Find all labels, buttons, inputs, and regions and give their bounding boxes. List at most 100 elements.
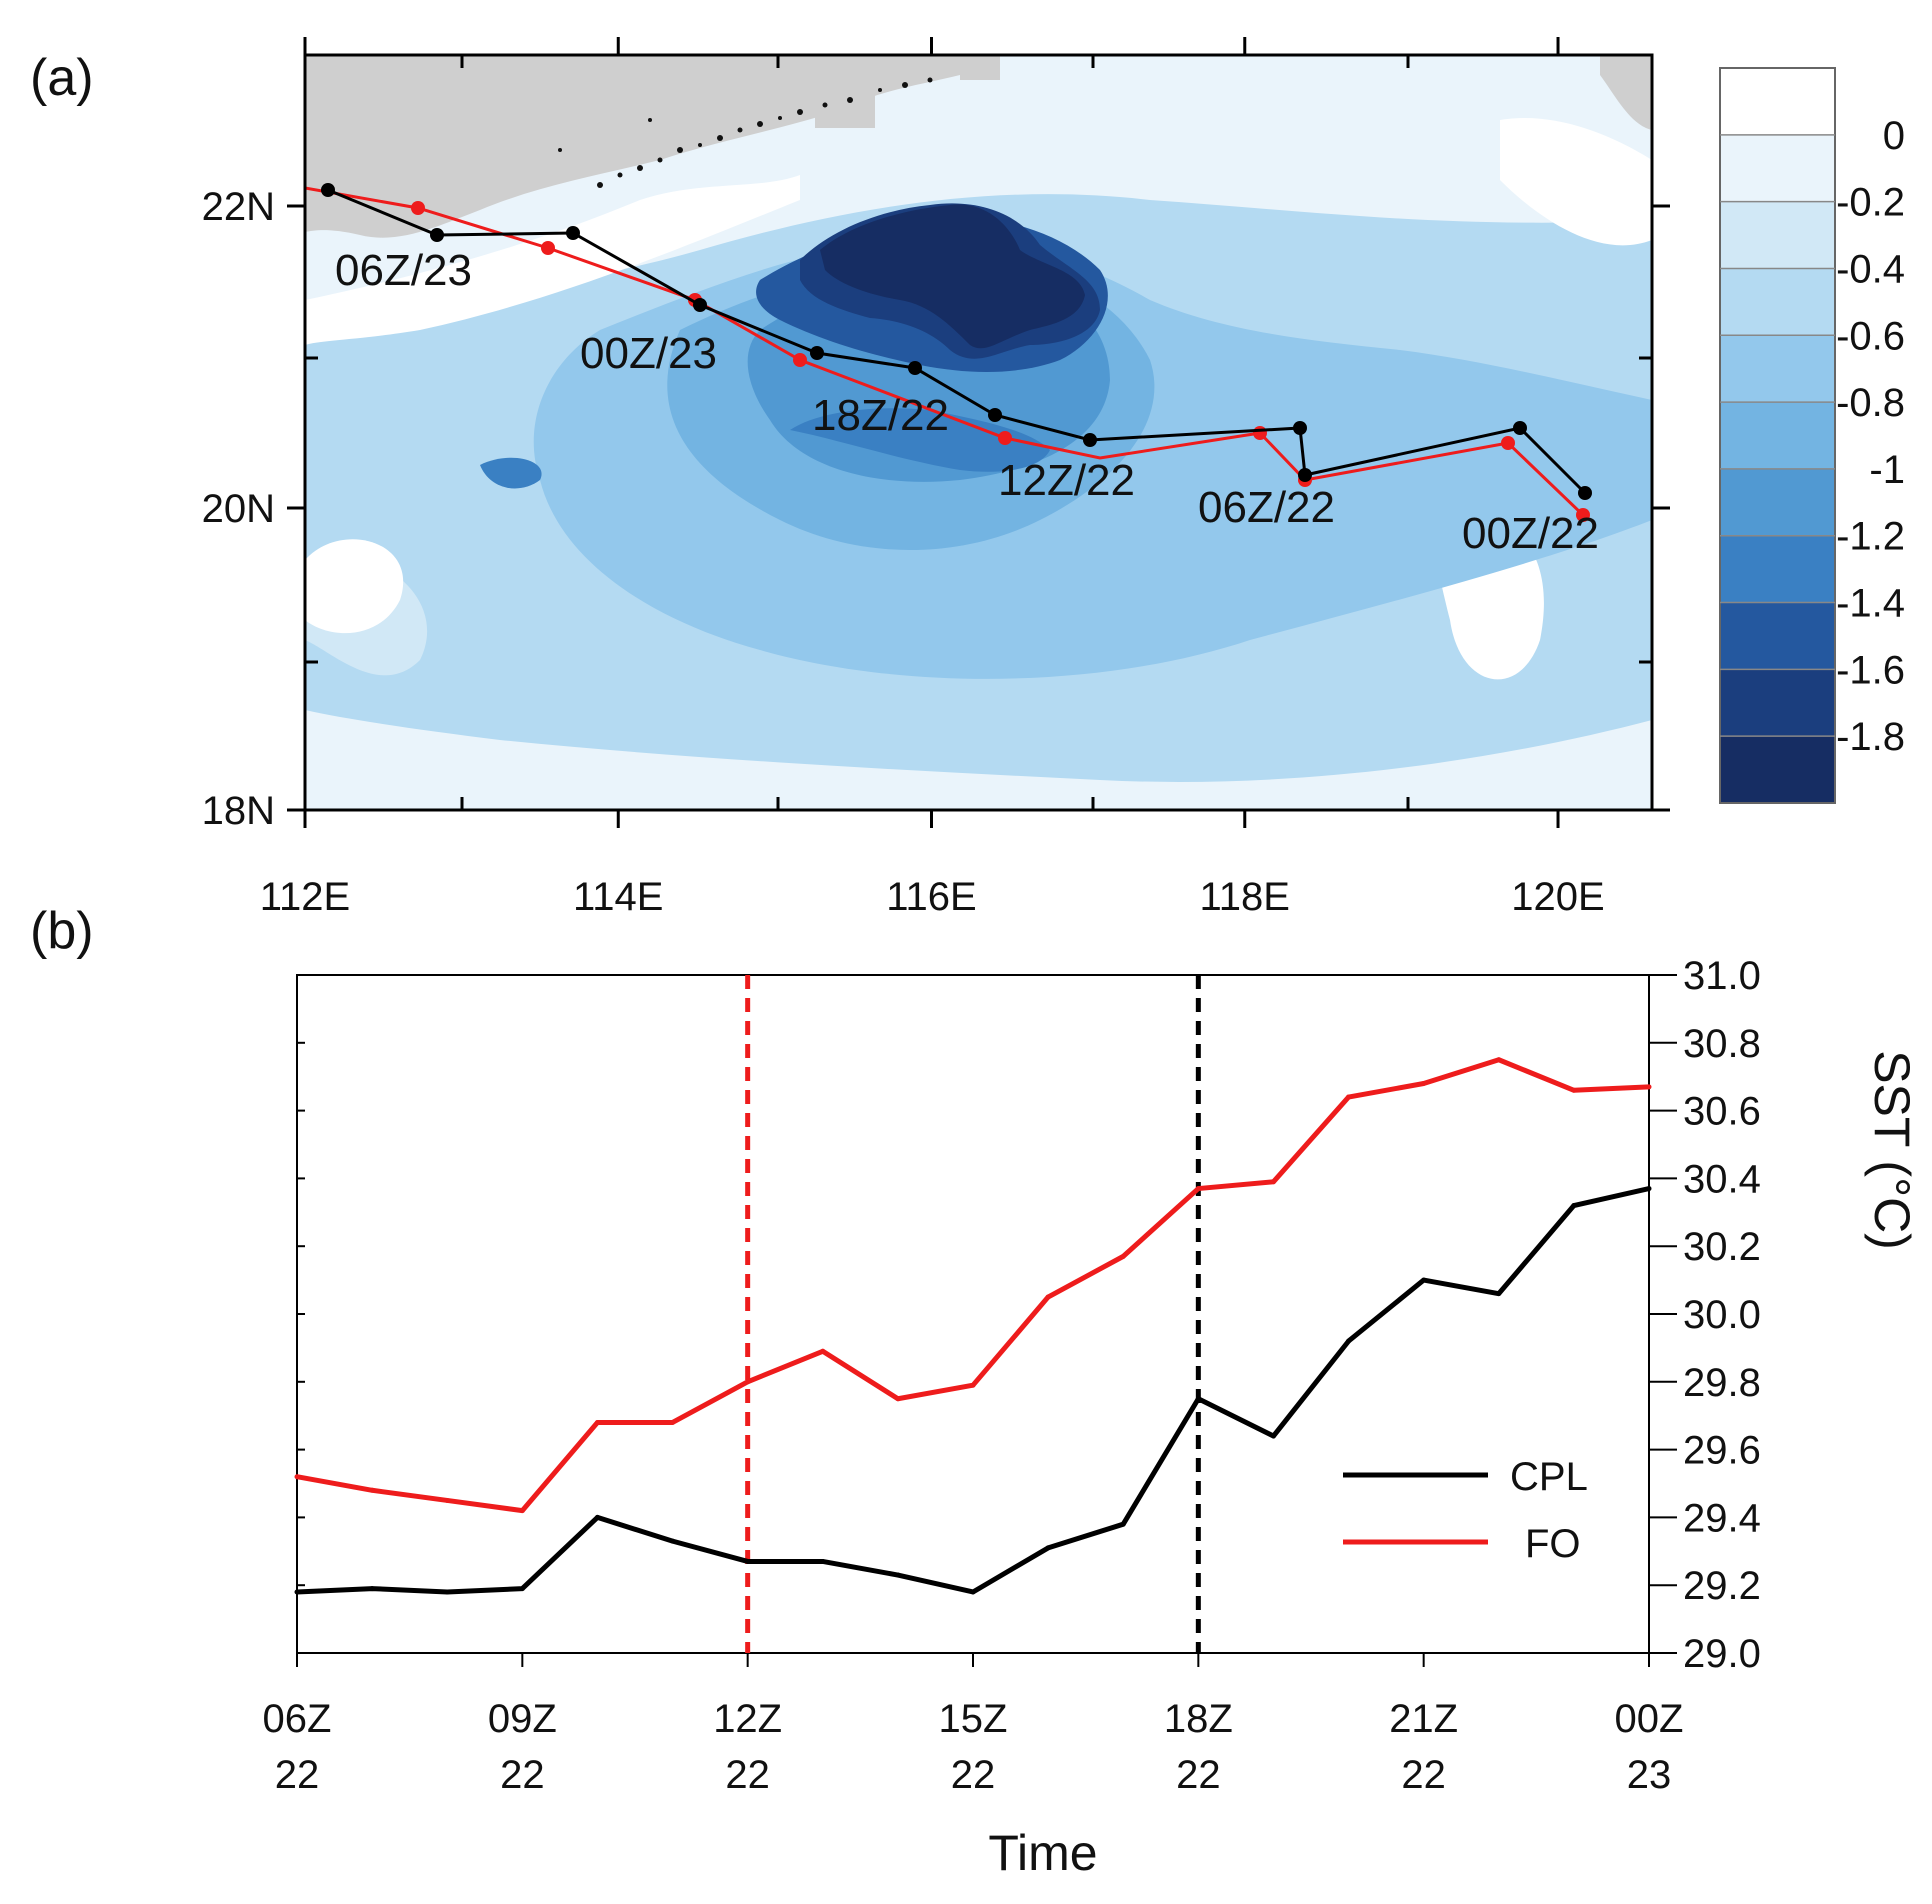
data-point <box>670 1419 676 1425</box>
colorbar-level-label: -1.2 <box>1836 515 1905 559</box>
data-point <box>1571 1087 1577 1093</box>
sst-time-series: 29.0 29.2 29.4 29.6 29.8 30.0 30.2 30.4 30.6 30.8… <box>263 954 1761 1797</box>
data-point <box>369 1487 375 1493</box>
data-point <box>294 1589 300 1595</box>
y-tick-label: 31.0 <box>1683 954 1761 998</box>
colorbar-level-label: -0.8 <box>1836 381 1905 425</box>
lon-tick-label: 114E <box>573 875 663 919</box>
colorbar-level-label: -0.6 <box>1836 314 1905 358</box>
data-point <box>1496 1057 1502 1063</box>
x-tick-label-time: 06Z <box>263 1697 332 1741</box>
y-tick-label: 29.2 <box>1683 1564 1761 1608</box>
data-point <box>1270 1433 1276 1439</box>
track-cpl <box>327 188 1587 495</box>
track-label-06z22: 06Z/22 <box>1198 483 1335 532</box>
colorbar: 0 -0.2 -0.4 -0.6 -0.8 -1 -1.2 -1.4 -1.6 -1.8 <box>1719 67 1905 804</box>
data-point <box>369 1586 375 1592</box>
colorbar-level-label: 0 <box>1883 114 1905 158</box>
data-point <box>895 1572 901 1578</box>
legend-label-fo: FO <box>1525 1522 1581 1566</box>
legend: CPL FO <box>1343 1455 1588 1566</box>
y-tick-label: 30.4 <box>1683 1157 1761 1201</box>
lon-tick-label: 120E <box>1511 875 1604 919</box>
sst-contour <box>790 408 1050 472</box>
land-mass <box>960 55 1000 80</box>
data-point <box>1045 1545 1051 1551</box>
lat-tick-label: 18N <box>202 789 275 833</box>
data-point <box>594 1514 600 1520</box>
panel-b-label: (b) <box>30 902 94 960</box>
land-mass <box>815 75 875 128</box>
colorbar-level-label: -0.4 <box>1836 247 1905 291</box>
data-point <box>519 1508 525 1514</box>
island-cluster <box>558 77 933 188</box>
y-tick-label: 30.6 <box>1683 1090 1761 1134</box>
data-point <box>1120 1521 1126 1527</box>
data-point <box>1346 1338 1352 1344</box>
x-tick-label-time: 15Z <box>939 1697 1008 1741</box>
sst-contour <box>480 457 542 489</box>
data-point <box>1120 1253 1126 1259</box>
x-tick-label-time: 18Z <box>1164 1697 1233 1741</box>
data-point <box>820 1558 826 1564</box>
legend-label-cpl: CPL <box>1510 1455 1588 1499</box>
lat-tick-label: 20N <box>202 487 275 531</box>
colorbar-swatch <box>1720 736 1835 803</box>
colorbar-swatch <box>1720 201 1835 269</box>
x-tick-label-time: 12Z <box>713 1697 782 1741</box>
y-tick-label: 30.8 <box>1683 1022 1761 1066</box>
data-point <box>820 1348 826 1354</box>
panel-a-label: (a) <box>30 49 94 107</box>
data-point <box>1195 1186 1201 1192</box>
track-label-00z23: 00Z/23 <box>580 329 717 378</box>
map-lon-ticks: 112E 114E 116E 118E 120E <box>260 37 1605 919</box>
data-point <box>1195 1396 1201 1402</box>
colorbar-swatch <box>1720 134 1835 202</box>
x-tick-label-time: 21Z <box>1389 1697 1458 1741</box>
land-mass <box>305 55 960 238</box>
data-point <box>1421 1080 1427 1086</box>
data-point <box>1496 1291 1502 1297</box>
data-point <box>895 1396 901 1402</box>
x-tick-label-time: 09Z <box>488 1697 557 1741</box>
sst-contour <box>305 175 800 345</box>
series-line-cpl <box>296 1186 1650 1595</box>
y-tick-label: 29.6 <box>1683 1429 1761 1473</box>
colorbar-frame <box>1719 67 1836 804</box>
data-point <box>294 1474 300 1480</box>
x-tick-label-day: 22 <box>1401 1753 1446 1797</box>
sst-contour <box>1500 118 1652 246</box>
data-point <box>444 1497 450 1503</box>
sst-anomaly-map <box>305 55 1652 810</box>
data-point <box>970 1589 976 1595</box>
data-point <box>670 1538 676 1544</box>
colorbar-level-label: -0.2 <box>1836 181 1905 225</box>
colorbar-swatch <box>1720 402 1835 469</box>
map-frame <box>303 53 1654 812</box>
sst-contour <box>820 204 1085 349</box>
track-cpl-points <box>321 183 1592 500</box>
colorbar-swatch <box>1720 335 1835 403</box>
y-tick-label: 30.0 <box>1683 1293 1761 1337</box>
y-tick-label: 29.4 <box>1683 1496 1761 1540</box>
y-tick-label: 29.0 <box>1683 1632 1761 1676</box>
colorbar-swatch <box>1720 602 1835 670</box>
x-tick-label-day: 23 <box>1627 1753 1672 1797</box>
x-axis-title: Time <box>988 1825 1097 1881</box>
data-point <box>1421 1277 1427 1283</box>
map-lat-ticks: 22N 20N 18N <box>202 185 1670 833</box>
data-point <box>1270 1179 1276 1185</box>
data-point <box>1571 1203 1577 1209</box>
x-tick-label-day: 22 <box>951 1753 996 1797</box>
x-tick-label-time: 00Z <box>1615 1697 1684 1741</box>
x-tick-label-day: 22 <box>275 1753 320 1797</box>
data-point <box>1045 1294 1051 1300</box>
colorbar-level-label: -1.8 <box>1836 715 1905 759</box>
colorbar-swatch <box>1720 268 1835 336</box>
data-point <box>745 1558 751 1564</box>
colorbar-level-label: -1.6 <box>1836 648 1905 692</box>
data-point <box>970 1382 976 1388</box>
colorbar-swatch <box>1720 68 1835 135</box>
lon-tick-label: 112E <box>260 875 350 919</box>
